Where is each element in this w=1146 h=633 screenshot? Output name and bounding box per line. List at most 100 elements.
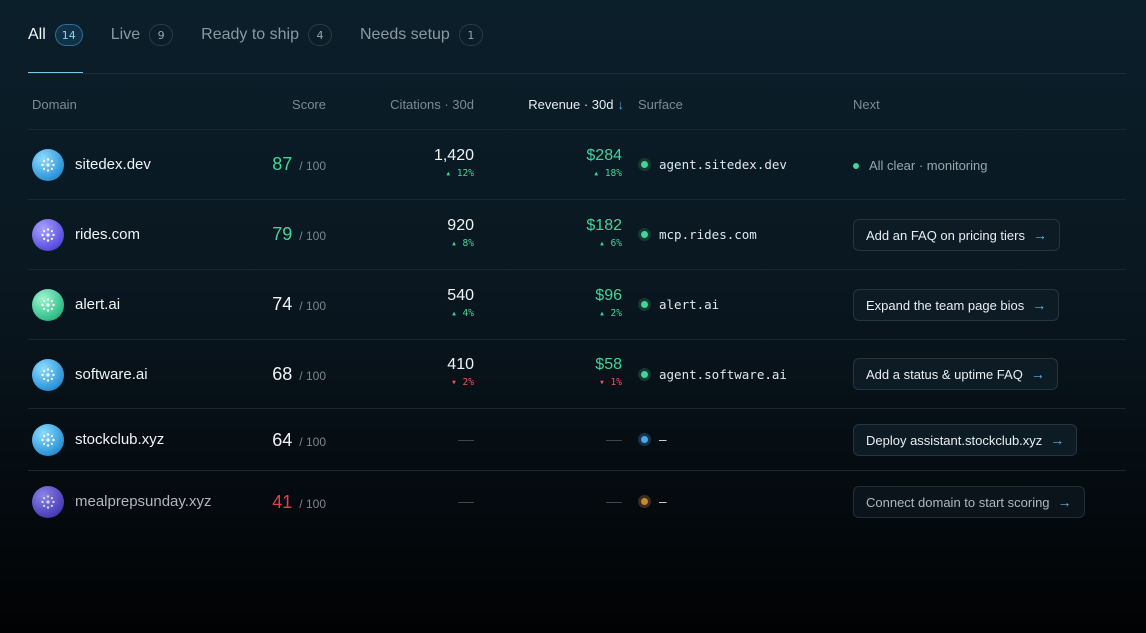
- revenue-cell: $96 ▴ 2%: [595, 287, 622, 319]
- surface-cell: agent.software.ai: [638, 367, 787, 382]
- table-header: Domain Score Citations · 30d Revenue · 3…: [28, 90, 1126, 120]
- score-max: / 100: [299, 159, 326, 173]
- score-value: 41 / 100: [272, 492, 326, 513]
- revenue-value: $96: [595, 287, 622, 304]
- arrow-right-icon: →: [1050, 432, 1065, 448]
- score-max: / 100: [299, 369, 326, 383]
- surface-endpoint[interactable]: mcp.rides.com: [659, 227, 757, 242]
- table-row[interactable]: mealprepsunday.xyz 41 / 100 – Connect do…: [28, 470, 1126, 532]
- table-row[interactable]: sitedex.dev 87 / 100 1,420 ▴ 12% $284 ▴ …: [28, 129, 1126, 199]
- domain-name[interactable]: alert.ai: [75, 296, 121, 313]
- score-max: / 100: [299, 435, 326, 449]
- surface-endpoint[interactable]: alert.ai: [659, 297, 720, 312]
- citations-value: 920: [447, 217, 474, 234]
- tab-count-badge: 1: [458, 24, 483, 46]
- citations-delta: ▴ 8%: [451, 238, 474, 249]
- citations-value: 410: [447, 356, 474, 373]
- score-value: 74 / 100: [272, 294, 326, 315]
- next-action-button[interactable]: Deploy assistant.stockclub.xyz →: [853, 424, 1078, 456]
- revenue-delta: ▴ 18%: [593, 168, 622, 179]
- citations-cell: 1,420 ▴ 12%: [434, 147, 474, 179]
- domain-avatar-icon: [32, 149, 64, 181]
- next-action-label: Connect domain to start scoring: [866, 494, 1050, 510]
- score-number: 74: [272, 294, 293, 314]
- domain-name[interactable]: stockclub.xyz: [75, 431, 165, 448]
- citations-delta: ▾ 2%: [451, 377, 474, 388]
- revenue-delta: ▴ 2%: [599, 308, 622, 319]
- status-live-icon: [638, 158, 651, 171]
- score-number: 68: [272, 364, 293, 384]
- table-row[interactable]: rides.com 79 / 100 920 ▴ 8% $182 ▴ 6% mc…: [28, 199, 1126, 269]
- domain-name[interactable]: rides.com: [75, 226, 141, 243]
- revenue-cell: $58 ▾ 1%: [595, 356, 622, 388]
- score-number: 41: [272, 492, 293, 512]
- tabs-divider: [28, 73, 1126, 74]
- tab-label: Ready to ship: [201, 26, 299, 43]
- filter-tabs: All 14 Live 9 Ready to ship 4 Needs setu…: [28, 18, 1126, 74]
- tab-count-badge: 4: [307, 24, 332, 46]
- citations-cell: 540 ▴ 4%: [447, 287, 474, 319]
- column-header-citations[interactable]: Citations · 30d: [390, 97, 474, 112]
- domain-name[interactable]: mealprepsunday.xyz: [75, 493, 212, 510]
- tab-count-badge: 14: [54, 24, 83, 46]
- column-header-domain[interactable]: Domain: [32, 97, 77, 112]
- status-ok-icon: [853, 162, 859, 169]
- tab-label: Needs setup: [359, 26, 450, 43]
- next-action-label: Expand the team page bios: [866, 297, 1025, 313]
- revenue-delta: ▴ 6%: [599, 238, 622, 249]
- score-number: 79: [272, 224, 293, 244]
- revenue-delta: ▾ 1%: [599, 377, 622, 388]
- tab-live[interactable]: Live 9: [110, 18, 174, 52]
- tab-ready-to-ship[interactable]: Ready to ship 4: [201, 18, 332, 52]
- table-row[interactable]: stockclub.xyz 64 / 100 – Deploy assistan…: [28, 408, 1126, 470]
- citations-cell: 410 ▾ 2%: [447, 356, 474, 388]
- domain-name[interactable]: software.ai: [75, 366, 148, 383]
- status-live-icon: [638, 228, 651, 241]
- citations-delta: ▴ 12%: [445, 168, 474, 179]
- status-ready-icon: [638, 433, 651, 446]
- sort-descending-icon: ↓: [617, 97, 625, 112]
- tab-all[interactable]: All 14: [28, 18, 83, 73]
- surface-cell: agent.sitedex.dev: [638, 157, 787, 172]
- status-live-icon: [638, 368, 651, 381]
- next-action-label: Deploy assistant.stockclub.xyz: [866, 432, 1043, 448]
- domain-name[interactable]: sitedex.dev: [75, 156, 151, 173]
- arrow-right-icon: →: [1032, 227, 1047, 243]
- domain-avatar-icon: [32, 219, 64, 251]
- surface-cell: alert.ai: [638, 297, 719, 312]
- revenue-empty: [606, 502, 622, 503]
- score-max: / 100: [299, 299, 326, 313]
- score-number: 64: [272, 430, 293, 450]
- surface-cell: –: [638, 494, 667, 509]
- arrow-right-icon: →: [1057, 494, 1072, 510]
- table-row[interactable]: alert.ai 74 / 100 540 ▴ 4% $96 ▴ 2% aler…: [28, 269, 1126, 339]
- score-number: 87: [272, 154, 293, 174]
- next-action-label: Add an FAQ on pricing tiers: [866, 227, 1025, 243]
- domain-avatar-icon: [32, 359, 64, 391]
- column-header-revenue[interactable]: Revenue · 30d ↓: [528, 97, 624, 112]
- tab-count-badge: 9: [149, 24, 174, 46]
- surface-endpoint[interactable]: agent.sitedex.dev: [659, 157, 787, 172]
- column-header-score[interactable]: Score: [292, 97, 326, 112]
- column-header-surface[interactable]: Surface: [638, 97, 683, 112]
- next-action-button[interactable]: Expand the team page bios →: [853, 289, 1060, 321]
- table-row[interactable]: software.ai 68 / 100 410 ▾ 2% $58 ▾ 1% a…: [28, 339, 1126, 409]
- surface-endpoint: –: [659, 494, 667, 509]
- surface-endpoint: –: [659, 432, 667, 447]
- column-header-revenue-label: Revenue · 30d: [528, 97, 614, 112]
- tab-label: Live: [110, 26, 141, 43]
- arrow-right-icon: →: [1032, 297, 1047, 313]
- domain-avatar-icon: [32, 424, 64, 456]
- score-value: 68 / 100: [272, 364, 326, 385]
- surface-cell: –: [638, 432, 667, 447]
- next-action-button[interactable]: Connect domain to start scoring →: [853, 486, 1085, 518]
- next-action-button[interactable]: Add an FAQ on pricing tiers →: [853, 219, 1060, 251]
- next-action-button[interactable]: Add a status & uptime FAQ →: [853, 358, 1058, 390]
- citations-empty: [458, 502, 474, 503]
- citations-value: 1,420: [433, 147, 474, 164]
- surface-endpoint[interactable]: agent.software.ai: [659, 367, 787, 382]
- next-status: All clear · monitoring: [853, 158, 988, 173]
- tab-needs-setup[interactable]: Needs setup 1: [360, 18, 483, 52]
- score-value: 87 / 100: [272, 154, 326, 175]
- score-value: 79 / 100: [272, 224, 326, 245]
